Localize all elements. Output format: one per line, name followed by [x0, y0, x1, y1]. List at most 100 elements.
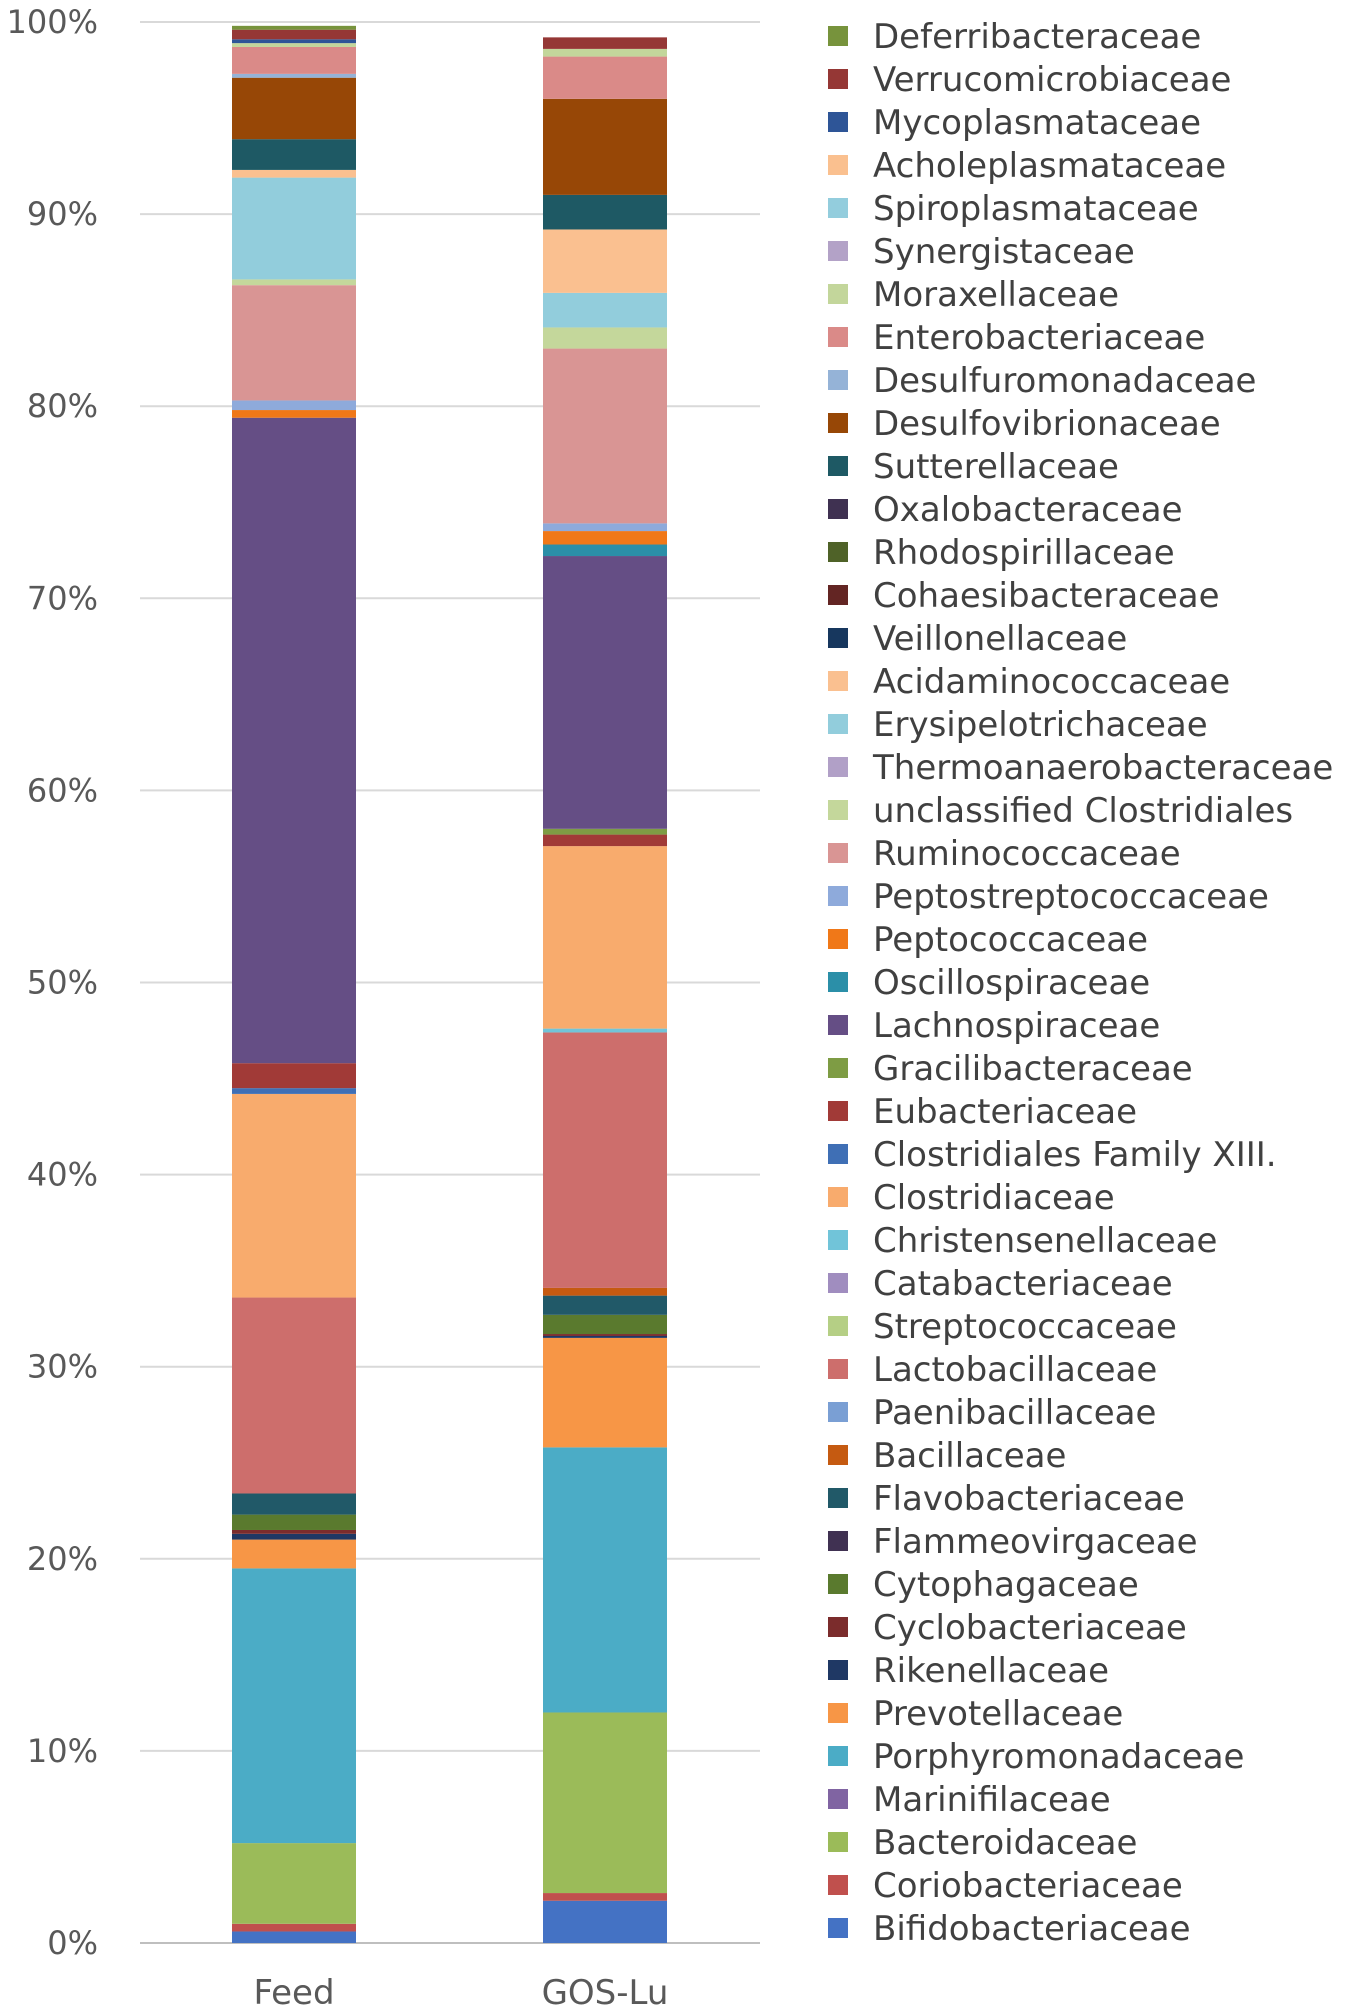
legend-item: Oscillospiraceae	[828, 963, 1150, 1003]
legend-item: Streptococcaceae	[828, 1307, 1177, 1347]
legend-label: Flammeovirgaceae	[873, 1522, 1198, 1562]
bar-segment	[232, 1931, 356, 1943]
bar-segment	[232, 1923, 356, 1932]
bar-stack-feed	[232, 25, 356, 1943]
bar-segment	[543, 1295, 667, 1315]
legend-swatch	[828, 1703, 848, 1723]
legend-item: Catabacteriaceae	[828, 1264, 1173, 1304]
legend-label: Moraxellaceae	[873, 275, 1119, 315]
bar-segment	[543, 1032, 667, 1288]
legend-swatch	[828, 327, 848, 347]
bar-segment	[543, 556, 667, 829]
legend-label: Christensenellaceae	[873, 1221, 1217, 1261]
legend-item: Acholeplasmataceae	[828, 146, 1226, 186]
legend-label: Oxalobacteraceae	[873, 490, 1183, 530]
legend-swatch	[828, 1273, 848, 1293]
legend-item: Enterobacteriaceae	[828, 318, 1205, 358]
legend-swatch	[828, 1187, 848, 1207]
legend-item: Desulfovibrionaceae	[828, 404, 1221, 444]
legend-swatch	[828, 1058, 848, 1078]
legend-item: Verrucomicrobiaceae	[828, 60, 1231, 100]
legend-label: Bacillaceae	[873, 1436, 1066, 1476]
x-category-label: GOS-Lu	[542, 1973, 669, 2011]
legend-item: Peptostreptococcaceae	[828, 877, 1269, 917]
legend-item: Bifidobacteriaceae	[828, 1909, 1191, 1949]
legend-swatch	[828, 628, 848, 648]
legend-swatch	[828, 972, 848, 992]
bar-segment	[232, 1093, 356, 1298]
legend-swatch	[828, 1359, 848, 1379]
bar-segment	[232, 1568, 356, 1844]
bar-segment	[232, 1533, 356, 1540]
bar-segment	[232, 1843, 356, 1924]
legend-swatch	[828, 1789, 848, 1809]
legend-label: Desulfovibrionaceae	[873, 404, 1221, 444]
legend-item: Thermoanaerobacteraceae	[828, 748, 1333, 788]
bar-segment	[543, 1028, 667, 1033]
legend-item: Moraxellaceae	[828, 275, 1119, 315]
legend-swatch	[828, 714, 848, 734]
legend-swatch	[828, 241, 848, 261]
legend-swatch	[828, 370, 848, 390]
bar-segment	[543, 834, 667, 847]
bar-segment	[543, 1447, 667, 1713]
legend-label: Thermoanaerobacteraceae	[872, 748, 1333, 788]
bar-segment	[232, 410, 356, 418]
legend-swatch	[828, 671, 848, 691]
legend-label: Ruminococcaceae	[873, 834, 1181, 874]
legend-label: Cyclobacteriaceae	[873, 1608, 1187, 1648]
legend-swatch	[828, 800, 848, 820]
legend-item: Cyclobacteriaceae	[828, 1608, 1187, 1648]
legend-swatch	[828, 757, 848, 777]
legend-swatch	[828, 1445, 848, 1465]
legend-swatch	[828, 1230, 848, 1250]
legend-swatch	[828, 542, 848, 562]
bar-segment	[543, 1334, 667, 1336]
legend-label: Lactobacillaceae	[873, 1350, 1157, 1390]
bar-segment	[543, 1900, 667, 1943]
legend-swatch	[828, 413, 848, 433]
legend-item: Spiroplasmataceae	[828, 189, 1199, 229]
legend-item: Flavobacteriaceae	[828, 1479, 1185, 1519]
legend-label: Marinifilaceae	[873, 1780, 1111, 1820]
bar-segment	[543, 327, 667, 349]
legend-swatch	[828, 585, 848, 605]
bar-segment	[232, 169, 356, 178]
y-tick-label: 90%	[27, 195, 98, 233]
legend-swatch	[828, 155, 848, 175]
legend-label: Desulfuromonadaceae	[873, 361, 1256, 401]
bar-segment	[543, 48, 667, 57]
legend: DeferribacteraceaeVerrucomicrobiaceaeMyc…	[828, 17, 1333, 1949]
bar-segment	[232, 400, 356, 411]
legend-swatch	[828, 112, 848, 132]
legend-item: Veillonellaceae	[828, 619, 1127, 659]
legend-label: Verrucomicrobiaceae	[873, 60, 1231, 100]
legend-item: Paenibacillaceae	[828, 1393, 1156, 1433]
legend-swatch	[828, 198, 848, 218]
y-tick-label: 20%	[27, 1540, 98, 1578]
legend-label: Rhodospirillaceae	[873, 533, 1175, 573]
bar-segment	[232, 1539, 356, 1569]
legend-item: unclassified Clostridiales	[828, 791, 1293, 831]
legend-item: Desulfuromonadaceae	[828, 361, 1256, 401]
bar-segment	[543, 1893, 667, 1901]
legend-label: Acholeplasmataceae	[873, 146, 1226, 186]
legend-swatch	[828, 1402, 848, 1422]
legend-label: Rikenellaceae	[873, 1651, 1109, 1691]
bar-segment	[543, 544, 667, 557]
legend-swatch	[828, 1015, 848, 1035]
legend-item: Rikenellaceae	[828, 1651, 1109, 1691]
legend-label: Mycoplasmataceae	[873, 103, 1201, 143]
legend-item: Bacteroidaceae	[828, 1823, 1137, 1863]
bar-segment	[232, 279, 356, 286]
legend-item: Rhodospirillaceae	[828, 533, 1175, 573]
legend-label: Lachnospiraceae	[873, 1006, 1160, 1046]
bar-segment	[232, 139, 356, 170]
legend-item: Clostridiaceae	[828, 1178, 1115, 1218]
bar-segment	[543, 828, 667, 835]
bar-segment	[232, 46, 356, 74]
legend-label: Synergistaceae	[873, 232, 1135, 272]
legend-label: Clostridiaceae	[873, 1178, 1115, 1218]
legend-item: Eubacteriaceae	[828, 1092, 1137, 1132]
bar-segment	[543, 846, 667, 1029]
